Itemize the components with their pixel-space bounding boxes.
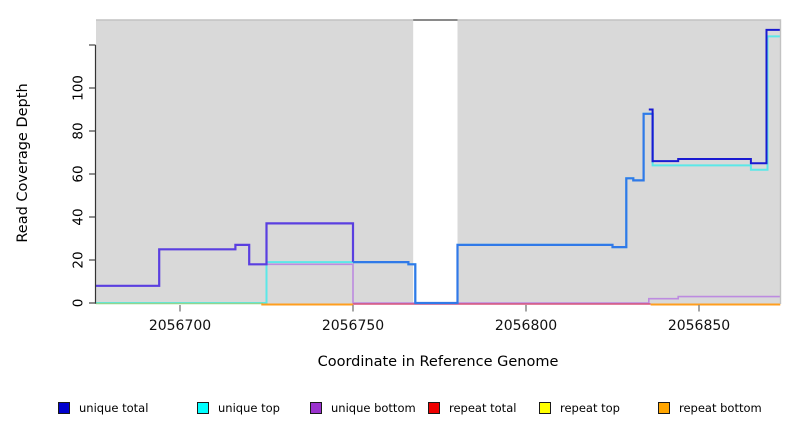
plot-frame — [96, 19, 782, 304]
y-tick-label: 60 — [71, 165, 87, 182]
legend-label: repeat bottom — [679, 401, 762, 415]
y-tick-label: 40 — [71, 208, 87, 225]
y-tick-label: 20 — [71, 251, 87, 268]
y-tick-label: 100 — [71, 75, 87, 101]
x-tick-label: 2056800 — [495, 318, 557, 334]
legend-item-unique-bottom: unique bottom — [310, 400, 416, 416]
legend-label: unique total — [79, 401, 149, 415]
x-axis-title: Coordinate in Reference Genome — [317, 354, 559, 370]
legend-swatch — [310, 402, 322, 414]
y-tick-label: 80 — [71, 122, 87, 139]
legend-swatch — [658, 402, 670, 414]
unique-total-bright — [353, 112, 654, 305]
x-tick-label: 2056700 — [149, 318, 211, 334]
masked-region — [413, 20, 458, 305]
legend-swatch — [539, 402, 551, 414]
legend-item-unique-total: unique total — [58, 400, 148, 416]
x-tick-label: 2056850 — [668, 318, 730, 334]
unique-blend-line — [95, 222, 355, 287]
y-tick-label: 0 — [71, 299, 87, 308]
y-axis-title: Read Coverage Depth — [15, 83, 31, 243]
legend-label: unique bottom — [331, 401, 416, 415]
legend-item-repeat-top: repeat top — [539, 400, 620, 416]
legend-swatch — [428, 402, 440, 414]
legend-item-repeat-total: repeat total — [428, 400, 516, 416]
legend-swatch — [58, 402, 70, 414]
legend-label: repeat top — [560, 401, 620, 415]
unique-total-navy — [648, 28, 781, 165]
legend-label: unique top — [218, 401, 280, 415]
legend-label: repeat total — [449, 401, 517, 415]
x-tick-label: 2056750 — [322, 318, 384, 334]
legend-item-unique-top: unique top — [197, 400, 280, 416]
legend-item-repeat-bottom: repeat bottom — [658, 400, 762, 416]
legend-swatch — [197, 402, 209, 414]
